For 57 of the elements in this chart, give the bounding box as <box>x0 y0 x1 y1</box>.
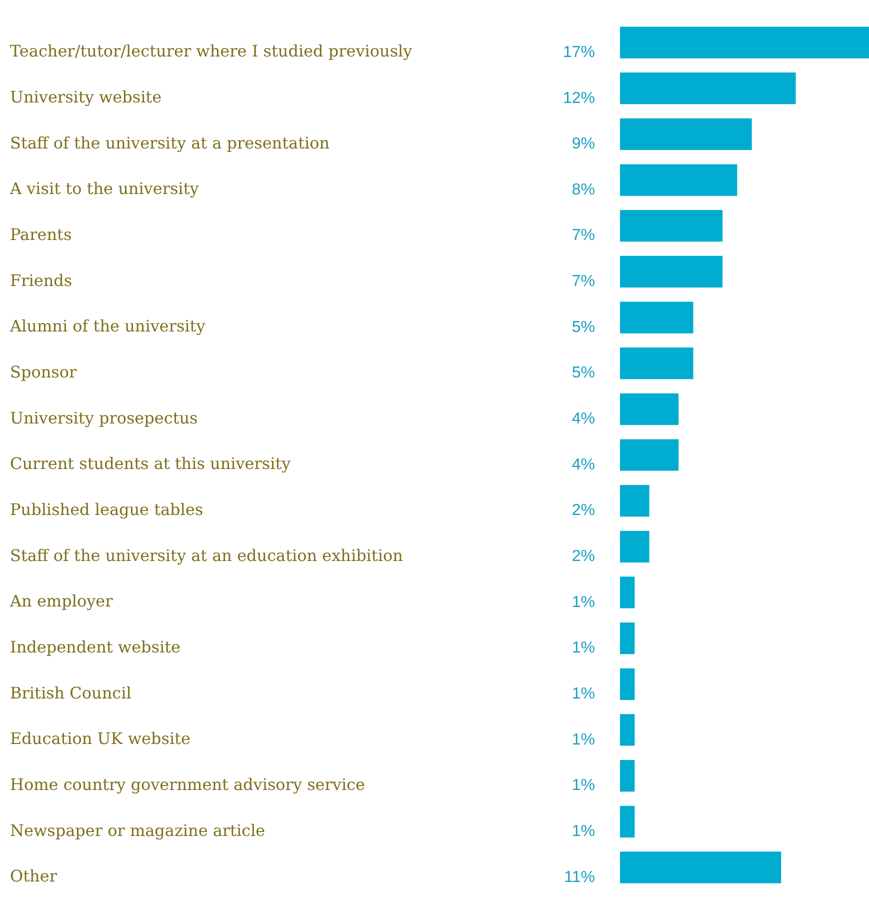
bar <box>620 485 650 517</box>
y-tick-label: Staff of the university at an education exhibition <box>10 546 403 565</box>
y-tick-label: Independent website <box>10 637 181 656</box>
bar <box>620 852 782 884</box>
data-label: 7% <box>572 273 595 290</box>
bar <box>620 348 694 380</box>
y-tick-label: An employer <box>9 592 114 611</box>
y-tick-label: Sponsor <box>10 362 77 382</box>
y-tick-label: Parents <box>10 225 72 244</box>
data-label: 4% <box>572 456 595 474</box>
bar <box>620 393 679 425</box>
bar <box>620 256 723 288</box>
bar <box>620 576 635 608</box>
data-label: 1% <box>572 640 595 657</box>
y-tick-label: University prosepectus <box>10 408 198 428</box>
data-label: 11% <box>564 868 595 886</box>
y-tick-label: Friends <box>10 270 72 290</box>
y-tick-label: Education UK website <box>10 729 190 748</box>
bar <box>620 164 738 196</box>
bar <box>620 760 635 792</box>
bar <box>620 530 650 562</box>
bar <box>620 302 694 334</box>
data-label: 2% <box>572 548 595 566</box>
bar <box>620 72 796 104</box>
data-label: 1% <box>572 777 595 794</box>
data-label: 5% <box>572 364 595 382</box>
data-label: 17% <box>562 44 595 61</box>
bar <box>620 118 752 150</box>
y-tick-label: Published league tables <box>10 500 204 519</box>
y-tick-label: Staff of the university at a presentation <box>10 133 330 152</box>
bar <box>620 622 635 654</box>
data-label: 1% <box>572 823 595 840</box>
data-label: 7% <box>572 227 595 244</box>
y-tick-label: Other <box>10 866 58 886</box>
data-label: 4% <box>572 410 595 428</box>
y-tick-label: Current students at this university <box>10 454 291 474</box>
y-tick-label: Newspaper or magazine article <box>10 820 266 840</box>
y-tick-label: Teacher/tutor/lecturer where I studied previously <box>10 42 412 61</box>
data-label: 12% <box>562 90 595 107</box>
data-label: 1% <box>572 731 595 748</box>
y-tick-label: Home country government advisory service <box>10 774 365 794</box>
bar <box>620 806 635 838</box>
data-label: 5% <box>572 318 595 336</box>
y-tick-label: University website <box>10 88 162 107</box>
data-label: 8% <box>572 181 595 198</box>
data-label: 1% <box>572 686 595 703</box>
y-tick-label: British Council <box>10 683 132 702</box>
y-tick-label: Alumni of the university <box>9 316 206 336</box>
bar <box>620 210 723 242</box>
y-tick-label: A visit to the university <box>9 179 199 198</box>
bar <box>620 26 869 58</box>
data-label: 2% <box>572 502 595 520</box>
data-label: 9% <box>572 136 595 153</box>
bar <box>620 668 635 700</box>
bar <box>620 439 679 471</box>
data-label: 1% <box>572 594 595 611</box>
bar <box>620 714 635 746</box>
